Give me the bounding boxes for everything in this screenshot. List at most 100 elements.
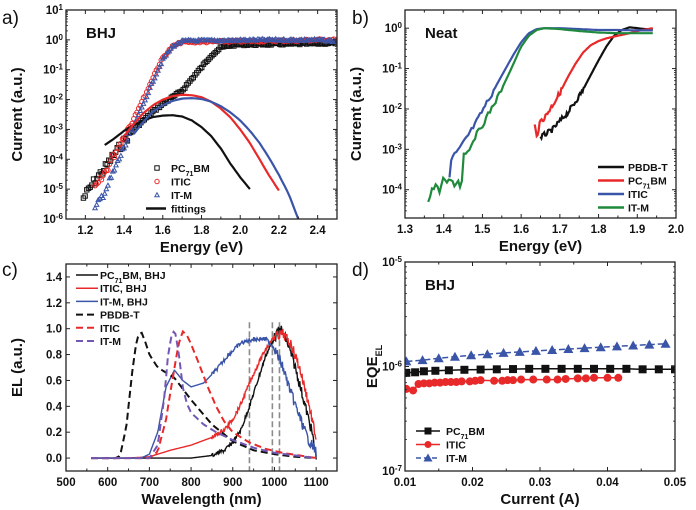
panel-a: a)1.2 1.4 1.6 1.8 2.0 2.2 2.410110010-110-210-… [2,3,338,256]
y-tick-label-base: 10 [385,23,398,35]
series-line-pc71bm [533,27,654,139]
marker-itic [542,375,551,384]
legend-marker [154,178,160,185]
y-tick-label-exp: -3 [395,142,403,151]
legend-label: ITIC, BHJ [100,283,147,295]
series-line-itic [91,329,317,460]
marker-pc71bm [654,365,663,374]
y-tick-label: 0.8 [46,350,63,362]
marker-pc71bm [492,365,501,374]
legend-label-sub: 71 [643,183,651,190]
fit-line-it-m-fit [132,96,300,219]
y-tick-label-exp: -1 [395,61,403,70]
x-tick-label: 500 [56,477,75,489]
plot-area-d [405,338,675,395]
marker-it-m [329,38,336,45]
series-line-itic [448,27,653,178]
series-line-pc71bm-bhj [91,325,317,460]
y-tick-label-base: 10 [43,95,56,107]
x-tick-label: 0.02 [461,477,483,489]
marker-it-m [449,351,460,361]
marker-itic [490,376,499,385]
y-tick-label-exp: -6 [56,212,64,221]
x-tick-label: 2.4 [310,225,327,237]
marker-itic [156,61,163,68]
y-tick-label: 10-1 [43,62,63,77]
legend-label-main: IT-M, BHJ [100,296,148,308]
y-tick-label: 10-6 [382,359,402,374]
marker-it-m [271,36,278,43]
x-tick-label: 700 [140,477,159,489]
legend-label-main: ITIC [446,440,466,452]
marker-itic [603,373,612,382]
marker-it-m [514,346,525,356]
y-tick-label-base: 10 [43,154,56,166]
x-axis-title-b: Energy (eV) [499,238,582,255]
marker-it-m [258,36,265,42]
y-tick-label: 10-5 [43,182,63,197]
marker-it-m [138,104,145,110]
marker-it-m [595,342,606,352]
legend-label-main: PC [628,176,643,188]
legend-label: IT-M, BHJ [100,296,148,308]
marker-it-m [166,47,173,54]
legend-label: PC71BM [628,176,667,191]
marker-it-m [116,155,123,162]
legend-label-main: PBDB-T [100,310,140,322]
marker-it-m [212,37,220,44]
marker-itic [108,157,114,163]
marker-pc71bm [264,42,271,48]
y-axis-title-main: Current (a.u.) [348,67,365,161]
annotation-b: Neat [425,25,458,42]
y-tick-label: 100 [46,32,64,47]
marker-pc71bm [606,364,615,373]
series-line-itic-bhj [91,328,317,459]
panel-c: c) 500 600 700 800 900 1000 1100 0.0 0.2 0.4 0.6 0.8… [2,260,338,508]
x-axis-title-d: Current (A) [500,491,579,508]
y-tick-label: 1.0 [46,324,62,336]
marker-it-m [196,36,203,43]
y-tick-label-base: 10 [382,362,395,374]
x-tick-label: 1.2 [77,225,93,237]
y-tick-label: 0.4 [46,401,63,413]
marker-pc71bm [212,49,218,56]
y-tick-label: 10-1 [382,61,402,76]
marker-it-m [183,37,191,43]
legend-label: IT-M [628,203,649,215]
marker-pc71bm [460,365,469,374]
marker-it-m [119,145,126,152]
legend-label: IT-M [100,336,121,348]
y-tick-label-exp: 0 [59,32,64,41]
y-axis-title-d: EQEEL [364,344,384,388]
marker-it-m [101,190,108,196]
x-tick-label: 1.4 [436,224,453,236]
legend-label: ITIC [171,177,191,189]
marker-itic [92,182,98,189]
y-tick-label: 10-5 [382,255,402,270]
x-tick-label: 1.5 [474,224,491,236]
marker-itic [457,377,466,386]
legend-label-main: ITIC [171,177,191,189]
legend-label-main: IT-M [628,203,649,215]
legend-marker [154,165,160,171]
marker-pc71bm [638,365,647,374]
y-tick-label-exp: -2 [395,101,403,110]
legend-label-tail: BM [193,163,210,175]
marker-itic [105,167,111,174]
x-tick-label: 1.4 [116,225,133,237]
series-line-pbdb-t [539,26,653,142]
y-axis-title-sub: EL [374,344,384,356]
marker-pc71bm [541,364,550,373]
marker-it-m [466,350,477,360]
x-tick-label: 1.6 [513,224,529,236]
marker-it-m [143,93,150,100]
marker-it-m [156,63,163,69]
marker-it-m [245,37,252,43]
y-axis-title-a: Current (a.u.) [9,67,26,161]
x-tick-label: 2.0 [232,225,248,237]
series-line-it-m [427,27,653,203]
marker-pc71bm [214,48,220,54]
y-axis-title-main: EQE [364,356,381,388]
legend-label-sub: 71 [461,434,469,441]
